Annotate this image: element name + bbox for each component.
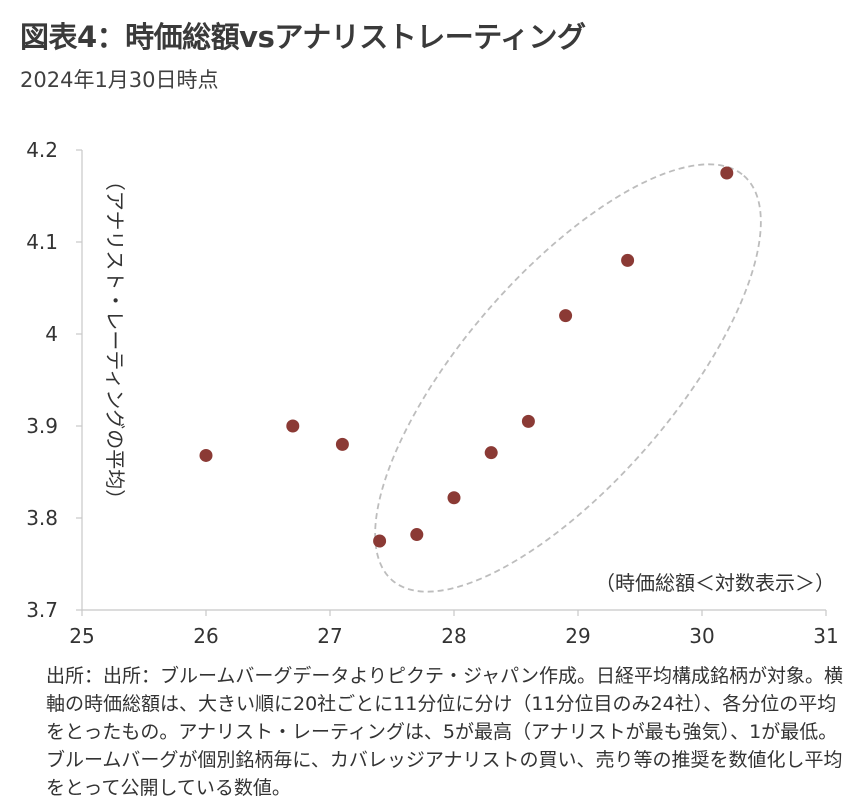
x-tick-label: 27: [317, 624, 342, 648]
data-point: [373, 534, 387, 548]
scatter-chart: 3.7 3.8 3.9 4 4.1 4.2 25 26 27 28 29 30 31 （アナリスト・レ…: [26, 138, 839, 648]
y-tick-label: 3.8: [26, 506, 58, 530]
data-point: [199, 448, 213, 462]
highlight-ellipse: [374, 163, 762, 593]
y-tick-label: 4.2: [26, 138, 58, 162]
source-footnote: 出所：出所：ブルームバーグデータよりピクテ・ジャパン作成。日経平均構成銘柄が対象…: [46, 665, 844, 799]
y-axis-label: （アナリスト・レーティングの平均）: [103, 171, 127, 509]
y-tick-label: 4.1: [26, 230, 58, 254]
x-tick-label: 30: [689, 624, 714, 648]
x-tick-label: 29: [565, 624, 590, 648]
data-point: [447, 491, 461, 505]
x-tick-label: 25: [69, 624, 94, 648]
x-tick-label: 26: [193, 624, 218, 648]
data-point: [720, 166, 734, 180]
x-axis-label: （時価総額＜対数表示＞）: [595, 571, 835, 595]
data-point: [521, 414, 535, 428]
chart-subtitle: 2024年1月30日時点: [20, 68, 219, 92]
x-tick-label: 28: [441, 624, 466, 648]
y-tick-label: 4: [45, 322, 58, 346]
data-point: [335, 437, 349, 451]
data-point: [484, 446, 498, 460]
y-tick-label: 3.9: [26, 414, 58, 438]
y-tick-label: 3.7: [26, 598, 58, 622]
data-point: [410, 528, 424, 542]
data-point: [286, 419, 300, 433]
data-point: [621, 253, 635, 267]
data-point: [559, 309, 573, 323]
x-tick-label: 31: [813, 624, 838, 648]
chart-title: 図表4：時価総額vsアナリストレーティング: [20, 20, 586, 54]
